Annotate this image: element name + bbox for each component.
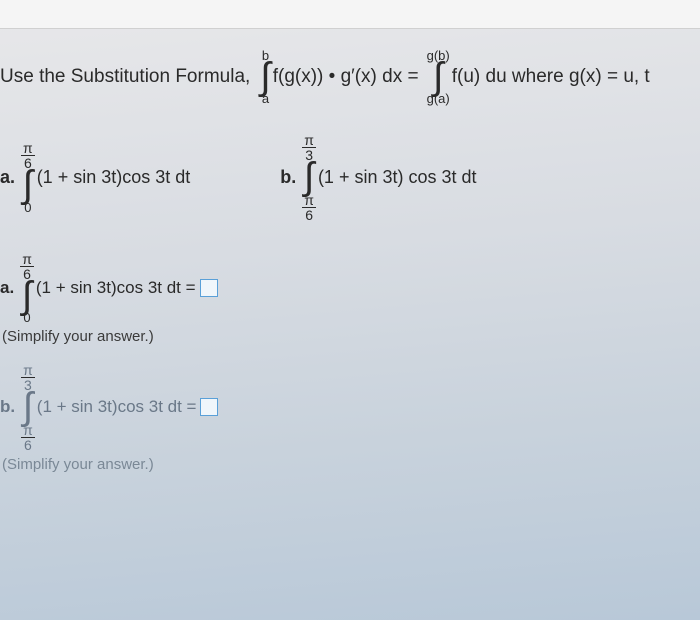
window-topbar — [0, 0, 700, 29]
ans-integral-a: π 6 ∫ 0 — [20, 252, 34, 324]
ans-label-a: a. — [0, 278, 14, 298]
integral-sign-left: b ∫ a — [260, 49, 270, 105]
answer-a-line: a. π 6 ∫ 0 (1 + sin 3t)cos 3t dt = — [0, 252, 700, 324]
ans-lower-a: 0 — [23, 311, 30, 324]
ans-integral-b: π 3 ∫ π 6 — [21, 363, 35, 451]
lower-limit-a: 0 — [24, 201, 31, 214]
integral-symbol: ∫ — [23, 392, 33, 422]
integrand-b: (1 + sin 3t) cos 3t dt — [318, 167, 477, 188]
integral-symbol: ∫ — [304, 162, 314, 192]
answer-b-line: b. π 3 ∫ π 6 (1 + sin 3t)cos 3t dt = — [0, 363, 700, 451]
ans-lower-b: π 6 — [21, 423, 35, 452]
content-area: Use the Substitution Formula, b ∫ a f(g(… — [0, 29, 700, 473]
intro-text: Use the Substitution Formula, — [0, 66, 250, 88]
lower-limit-a: a — [262, 92, 269, 105]
integral-left: b ∫ a f(g(x)) • g′(x) dx = — [260, 49, 418, 105]
label-a: a. — [0, 167, 15, 188]
integral-right: g(b) ∫ g(a) f(u) du where g(x) = u, t — [427, 49, 650, 105]
answer-input-a[interactable] — [200, 279, 218, 297]
answer-b-section: b. π 3 ∫ π 6 (1 + sin 3t)cos 3t dt = (Si… — [0, 363, 700, 472]
lower-limit-b: π 6 — [302, 193, 316, 222]
problems-row: a. π 6 ∫ 0 (1 + sin 3t)cos 3t dt b. π 3 … — [0, 133, 700, 221]
problem-a: a. π 6 ∫ 0 (1 + sin 3t)cos 3t dt — [0, 141, 190, 213]
integrand-left: f(g(x)) • g′(x) dx = — [273, 66, 419, 88]
substitution-formula-line: Use the Substitution Formula, b ∫ a f(g(… — [0, 49, 700, 105]
lower-limit-ga: g(a) — [427, 92, 450, 105]
integral-sign-right: g(b) ∫ g(a) — [427, 49, 450, 105]
ans-body-a: (1 + sin 3t)cos 3t dt = — [36, 278, 196, 298]
answer-input-b[interactable] — [200, 398, 218, 416]
integral-b: π 3 ∫ π 6 — [302, 133, 316, 221]
label-b: b. — [280, 167, 296, 188]
problem-b: b. π 3 ∫ π 6 (1 + sin 3t) cos 3t dt — [280, 133, 476, 221]
integral-symbol: ∫ — [23, 170, 33, 200]
integral-symbol: ∫ — [433, 62, 443, 92]
answer-a-section: a. π 6 ∫ 0 (1 + sin 3t)cos 3t dt = (Simp… — [0, 252, 700, 345]
integral-symbol: ∫ — [22, 281, 32, 311]
integral-a: π 6 ∫ 0 — [21, 141, 35, 213]
integral-symbol: ∫ — [260, 62, 270, 92]
ans-body-b: (1 + sin 3t)cos 3t dt = — [37, 397, 197, 417]
hint-a: (Simplify your answer.) — [2, 328, 700, 345]
ans-label-b: b. — [0, 397, 15, 417]
integrand-right: f(u) du where g(x) = u, t — [452, 66, 650, 88]
integrand-a: (1 + sin 3t)cos 3t dt — [37, 167, 191, 188]
hint-b: (Simplify your answer.) — [2, 456, 700, 473]
